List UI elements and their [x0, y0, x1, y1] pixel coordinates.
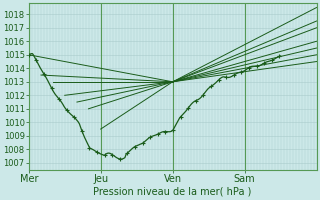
X-axis label: Pression niveau de la mer( hPa ): Pression niveau de la mer( hPa ) [93, 187, 252, 197]
